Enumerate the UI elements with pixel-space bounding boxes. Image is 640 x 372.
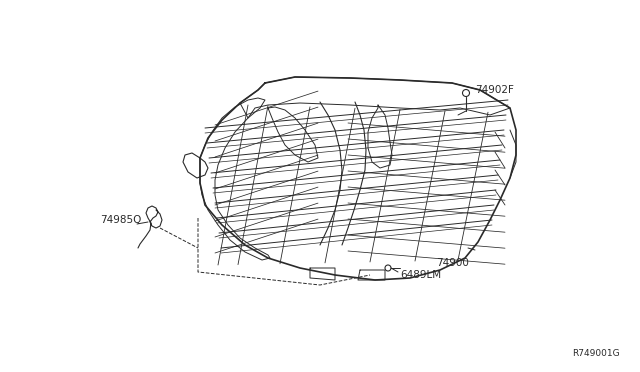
Text: 74902F: 74902F <box>475 85 514 95</box>
Text: 74985Q: 74985Q <box>100 215 141 225</box>
Text: 74900: 74900 <box>436 258 469 268</box>
Text: 6489LM: 6489LM <box>400 270 441 280</box>
Text: R749001G: R749001G <box>572 349 620 358</box>
